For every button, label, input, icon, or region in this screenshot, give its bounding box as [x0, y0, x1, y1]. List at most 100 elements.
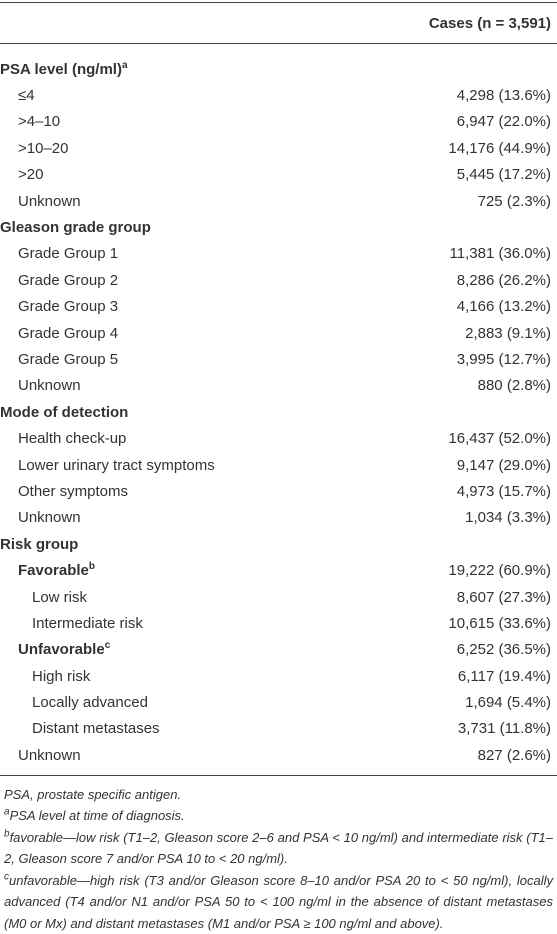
table-row: Unknown 1,034 (3.3%)	[0, 505, 557, 531]
table-row: Unknown 725 (2.3%)	[0, 188, 557, 214]
row-value: 6,117 (19.4%)	[457, 667, 551, 685]
table-row: Lower urinary tract symptoms 9,147 (29.0%…	[0, 452, 557, 478]
footnote-text: PSA level at time of diagnosis.	[9, 808, 185, 824]
row-label: Unknown	[0, 377, 81, 394]
label-text: Health check-up	[18, 430, 127, 448]
label-text: Unknown	[18, 377, 81, 395]
row-value: 8,607 (27.3%)	[456, 588, 551, 606]
footnotes: PSA, prostate specific antigen. aPSA leve…	[0, 776, 557, 934]
row-label: Intermediate risk	[0, 615, 143, 632]
row-label: Grade Group 2	[0, 272, 118, 289]
section-title: Gleason grade group	[0, 219, 151, 236]
label-text: Other symptoms	[18, 482, 129, 500]
label-text: ≤4	[18, 87, 35, 105]
table-row: Intermediate risk 10,615 (33.6%)	[0, 610, 557, 636]
label-text: Favorable	[18, 562, 89, 580]
label-text: Distant metastases	[32, 720, 160, 738]
table-row: Locally advanced 1,694 (5.4%)	[0, 689, 557, 715]
label-text: Locally advanced	[32, 694, 148, 712]
label-text: Grade Group 5	[18, 350, 119, 368]
row-label: >10–20	[0, 140, 68, 157]
label-text: Unfavorable	[18, 641, 105, 659]
row-value: 6,947 (22.0%)	[456, 113, 551, 131]
footnote: aPSA level at time of diagnosis.	[4, 805, 553, 827]
label-text: Grade Group 3	[18, 298, 119, 316]
table-row: High risk 6,117 (19.4%)	[0, 663, 557, 689]
section-row: PSA level (ng/ml)a	[0, 56, 557, 82]
table-row: Low risk 8,607 (27.3%)	[0, 584, 557, 610]
row-label: >4–10	[0, 113, 60, 130]
table-row: >4–10 6,947 (22.0%)	[0, 109, 557, 135]
footnote-mark: b	[88, 561, 95, 573]
label-text: Gleason grade group	[0, 219, 151, 237]
row-value: 3,731 (11.8%)	[457, 720, 551, 738]
row-value: 10,615 (33.6%)	[448, 614, 551, 632]
row-value: 880 (2.8%)	[477, 377, 551, 395]
section-title: Risk group	[0, 536, 78, 553]
row-value: 827 (2.6%)	[477, 746, 551, 764]
footnote-mark: b	[4, 828, 10, 840]
row-value: 16,437 (52.0%)	[448, 430, 551, 448]
header-cases: Cases (n = 3,591)	[428, 14, 551, 32]
table-body: PSA level (ng/ml)a ≤4 4,298 (13.6%) >4–10 6,…	[0, 44, 557, 776]
row-value: 1,034 (3.3%)	[465, 509, 551, 527]
label-text: PSA level (ng/ml)	[0, 60, 122, 78]
row-value: 9,147 (29.0%)	[456, 456, 551, 474]
footnote-text: PSA, prostate specific antigen.	[4, 786, 182, 802]
table-row: ≤4 4,298 (13.6%)	[0, 82, 557, 108]
row-value: 4,298 (13.6%)	[456, 87, 551, 105]
row-label: Favorableb	[0, 561, 95, 580]
row-value: 5,445 (17.2%)	[456, 166, 551, 184]
row-label: Lower urinary tract symptoms	[0, 457, 215, 474]
label-text: Low risk	[32, 588, 88, 606]
table-row: Grade Group 3 4,166 (13.2%)	[0, 294, 557, 320]
row-value: 14,176 (44.9%)	[448, 139, 551, 157]
table-row: >20 5,445 (17.2%)	[0, 162, 557, 188]
label-text: Unknown	[18, 746, 81, 764]
label-text: Grade Group 1	[18, 245, 119, 263]
section-row: Mode of detection	[0, 399, 557, 425]
section-row: Risk group	[0, 531, 557, 557]
footnote-mark: a	[121, 59, 128, 71]
table-row: Other symptoms 4,973 (15.7%)	[0, 478, 557, 504]
section-title: PSA level (ng/ml)a	[0, 59, 128, 78]
row-label: Health check-up	[0, 430, 126, 447]
row-label: Other symptoms	[0, 483, 128, 500]
label-text: Unknown	[18, 509, 81, 527]
table-row: Health check-up 16,437 (52.0%)	[0, 425, 557, 451]
row-value: 11,381 (36.0%)	[449, 245, 551, 263]
label-text: Unknown	[18, 192, 81, 210]
row-value: 4,166 (13.2%)	[456, 298, 551, 316]
row-value: 19,222 (60.9%)	[448, 562, 551, 580]
label-text: >20	[18, 166, 44, 184]
table-row: Grade Group 2 8,286 (26.2%)	[0, 267, 557, 293]
label-text: High risk	[32, 667, 91, 685]
label-text: Grade Group 2	[18, 271, 119, 289]
footnote-mark: c	[104, 640, 111, 652]
row-label: Grade Group 4	[0, 325, 118, 342]
row-label: Unknown	[0, 509, 81, 526]
footnote: cunfavorable—high risk (T3 and/or Gleaso…	[4, 870, 553, 934]
row-label: Low risk	[0, 589, 87, 606]
footnote-mark: c	[4, 871, 9, 883]
label-text: >4–10	[18, 113, 61, 131]
row-value: 2,883 (9.1%)	[465, 324, 551, 342]
row-label: Distant metastases	[0, 720, 160, 737]
row-label: Unknown	[0, 193, 81, 210]
row-label: ≤4	[0, 87, 35, 104]
label-text: Intermediate risk	[32, 614, 143, 632]
table-row: Unknown 827 (2.6%)	[0, 742, 557, 768]
label-text: Risk group	[0, 535, 79, 553]
row-label: Unknown	[0, 747, 81, 764]
label-text: Lower urinary tract symptoms	[18, 456, 215, 474]
table-row: Unknown 880 (2.8%)	[0, 373, 557, 399]
row-value: 8,286 (26.2%)	[456, 271, 551, 289]
section-title: Mode of detection	[0, 404, 128, 421]
header-row: Cases (n = 3,591)	[0, 2, 557, 44]
footnote-text: favorable—low risk (T1–2, Gleason score …	[4, 829, 553, 867]
row-label: Grade Group 1	[0, 245, 118, 262]
row-value: 725 (2.3%)	[477, 192, 551, 210]
table-row: Grade Group 4 2,883 (9.1%)	[0, 320, 557, 346]
label-text: Mode of detection	[0, 403, 129, 421]
table-row: Grade Group 1 11,381 (36.0%)	[0, 241, 557, 267]
